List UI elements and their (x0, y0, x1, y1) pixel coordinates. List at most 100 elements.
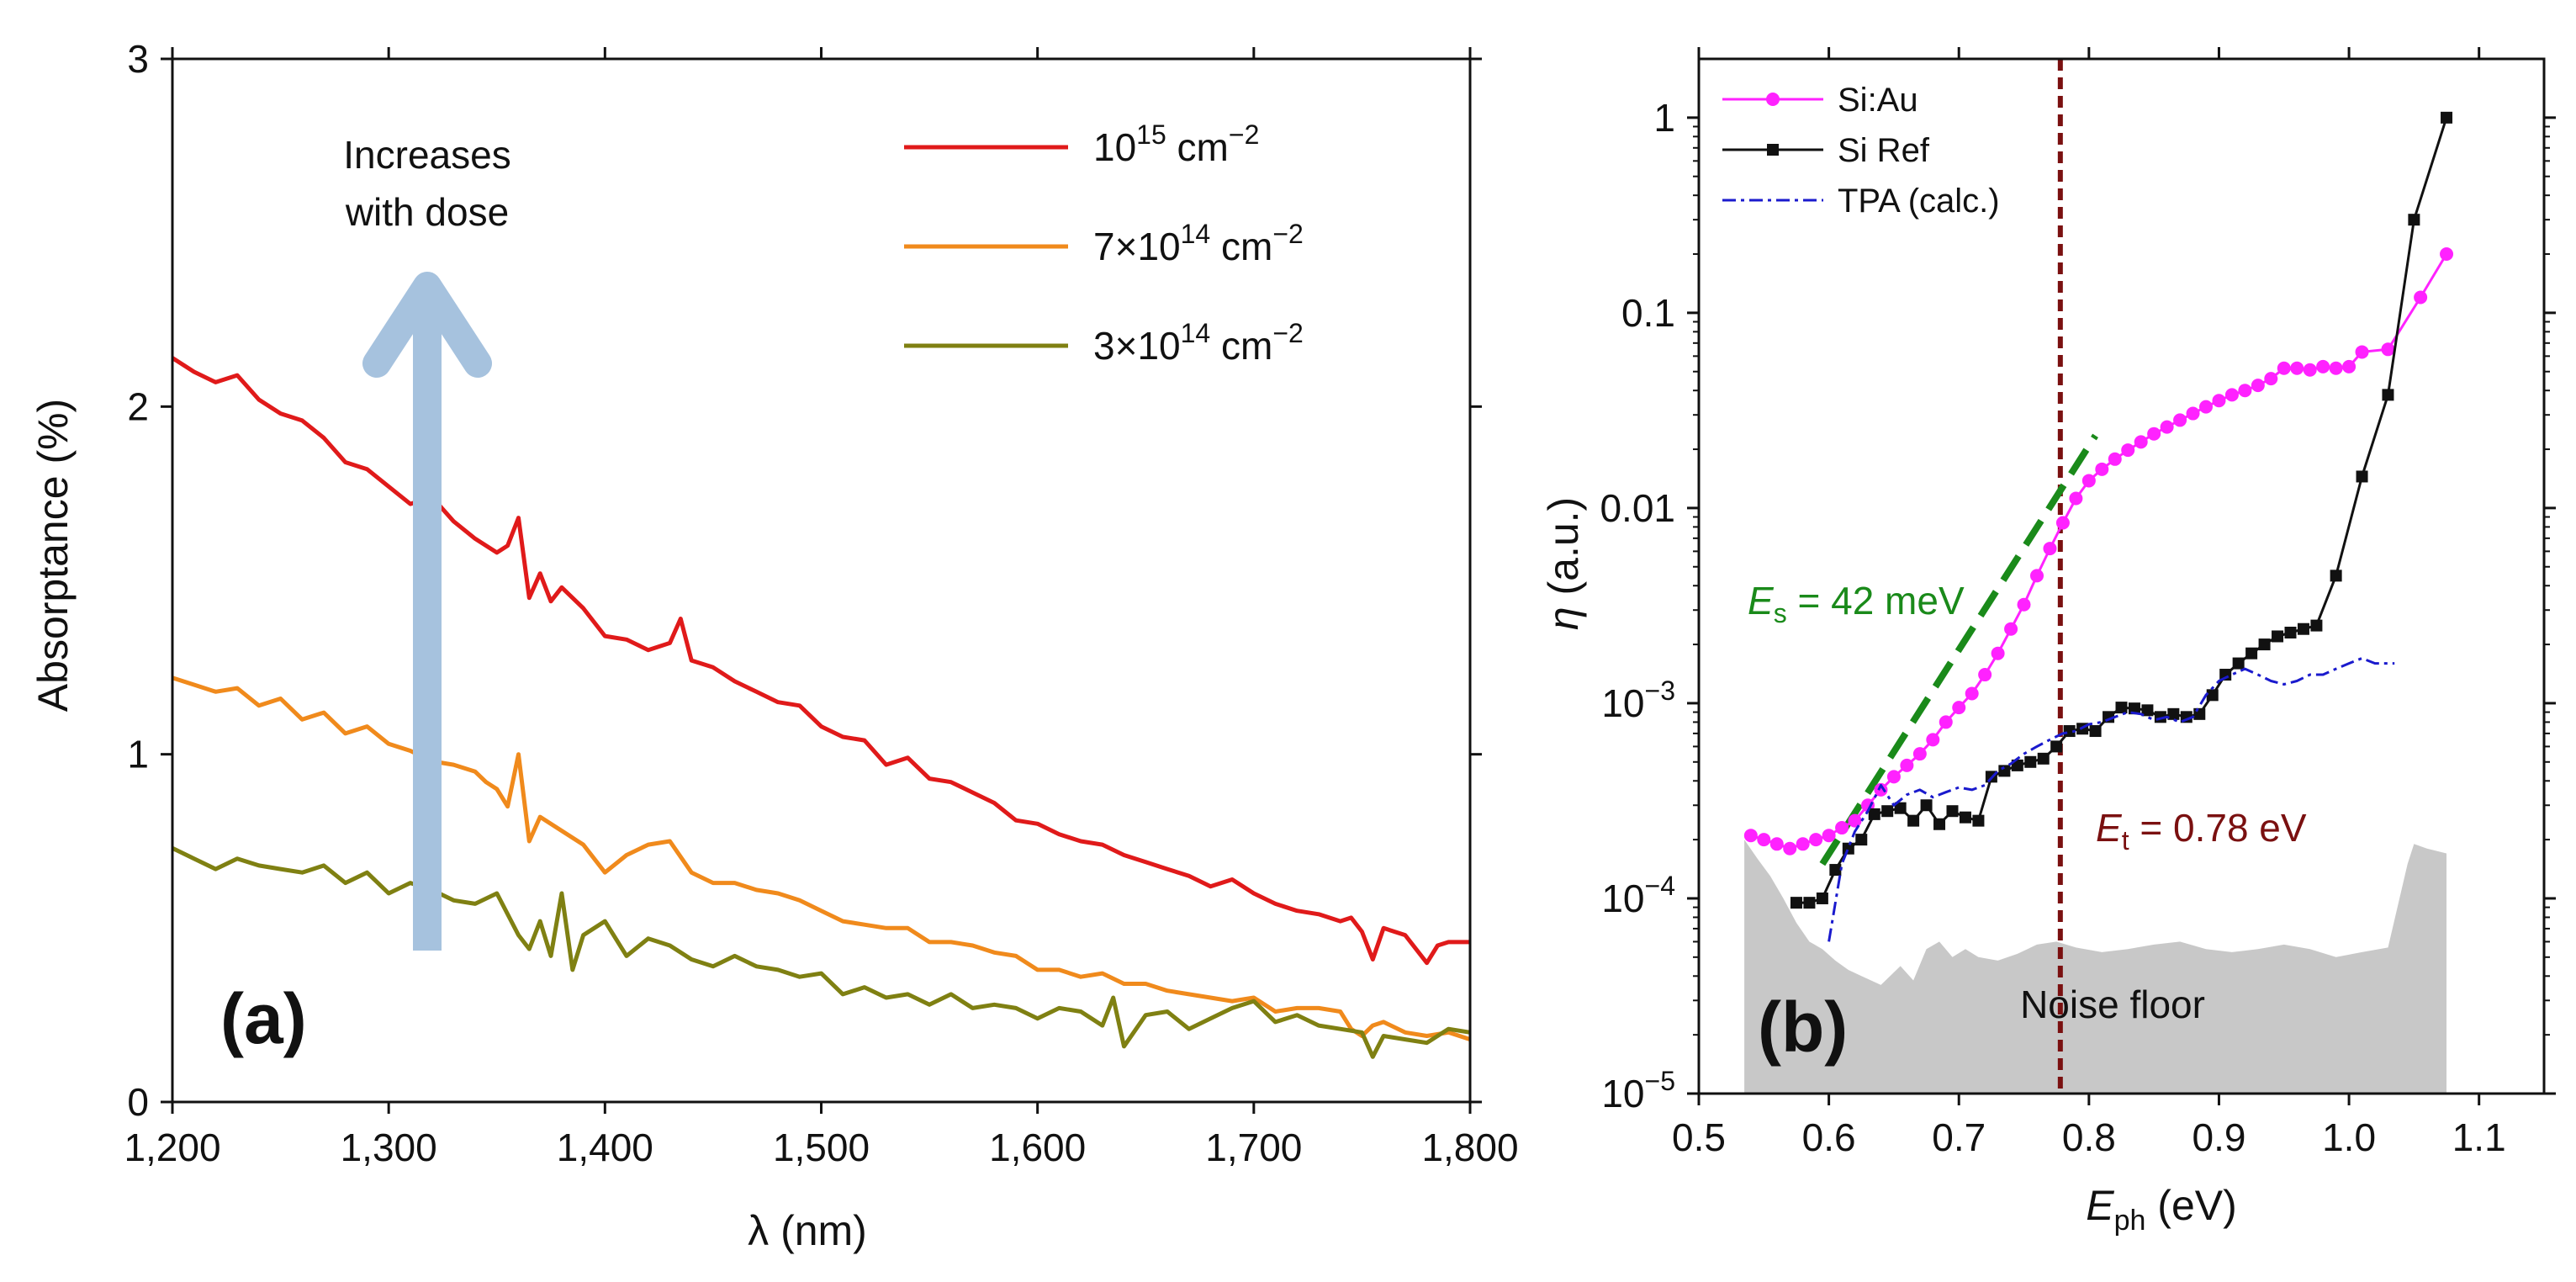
panel-a-label: (a) (220, 979, 307, 1058)
fit-annotation-sub: s (1774, 598, 1787, 628)
panel-b-legend-label-0: Si:Au (1838, 82, 1918, 119)
panel-b-x-tick-label: 1.0 (2322, 1115, 2376, 1159)
threshold-annotation-main: E (2096, 806, 2123, 850)
panel-a-legend-label-2: 3×1014 cm−2 (1093, 318, 1304, 368)
panel-b-y-tick-label: 1 (1653, 96, 1675, 140)
si-ref-point (1972, 814, 1985, 827)
panel-b-y-tick-label: 10−4 (1601, 871, 1675, 920)
dose-annotation-line2: with dose (345, 190, 509, 234)
si-ref-point (2050, 740, 2063, 753)
fit-annotation-main: E (1748, 579, 1775, 622)
si-au-point (2121, 443, 2135, 458)
si-au-point (1796, 837, 1810, 851)
si-au-point (2055, 516, 2070, 530)
legend-label-base: 10 (1093, 125, 1136, 169)
fit-annotation-rest: = 42 meV (1787, 579, 1965, 622)
panel-b-axes: 0.5 0.6 0.7 0.8 0.9 1.0 1.110−510−410−30.010.1… (1600, 47, 2556, 1159)
panel-a-x-tick-label: 1,200 (124, 1126, 220, 1169)
si-au-point (2414, 290, 2428, 305)
si-ref-point (2310, 619, 2323, 632)
si-au-point (1886, 770, 1901, 784)
si-au-point (1952, 701, 1966, 715)
panel-b-x-tick-label: 0.8 (2062, 1115, 2116, 1159)
si-ref-point (2408, 214, 2420, 226)
panel-b-legend-label-2: TPA (calc.) (1838, 183, 2000, 220)
si-au-point (2290, 361, 2304, 375)
panel-a-y-tick-label: 1 (127, 733, 149, 776)
si-au-point (2095, 462, 2109, 476)
si-ref-point (2089, 725, 2102, 738)
legend-label-unit: cm (1210, 225, 1272, 268)
si-ref-point (2441, 111, 2453, 124)
si-ref-point (2356, 470, 2368, 483)
panel-b-x-tick-label: 0.6 (1802, 1115, 1856, 1159)
si-ref-point (2284, 627, 2297, 639)
si-ref-point (1907, 814, 1920, 827)
panel-a-y-tick-label: 0 (127, 1080, 149, 1124)
si-au-point (1939, 715, 1953, 729)
panel-b-x-tick-label: 1.1 (2452, 1115, 2506, 1159)
panel-b: 0.5 0.6 0.7 0.8 0.9 1.0 1.110−510−410−30.010.1… (1540, 47, 2556, 1237)
y-tick-label-base: 1 (1653, 96, 1675, 140)
si-au-point (2251, 379, 2265, 393)
panel-b-series-line-2 (1828, 657, 2395, 942)
panel-a-x-tick-label: 1,400 (557, 1126, 653, 1169)
si-ref-point (2232, 657, 2245, 670)
si-au-point (1978, 668, 1992, 682)
panel-b-x-tick-label: 0.7 (1932, 1115, 1986, 1159)
panel-b-y-tick-label: 0.01 (1600, 486, 1675, 530)
y-tick-label-base: 0.01 (1600, 486, 1675, 530)
panel-b-series-line-1 (1796, 117, 2448, 904)
y-tick-label-exp: −4 (1645, 871, 1675, 901)
panel-b-y-axis-label-main: η (1540, 607, 1587, 630)
noise-floor-label: Noise floor (2020, 983, 2205, 1026)
si-ref-point (1842, 842, 1854, 855)
si-au-point (2081, 474, 2096, 488)
si-ref-point (1790, 897, 1802, 909)
panel-b-x-tick-label: 0.5 (1672, 1115, 1726, 1159)
si-ref-point (2272, 630, 2284, 643)
panel-a-x-tick-label: 1,300 (341, 1126, 437, 1169)
si-au-point (2212, 394, 2226, 408)
legend-label-unit-exp: −2 (1272, 219, 1303, 249)
noise-floor-group (1744, 840, 2446, 1094)
si-au-point (1769, 837, 1784, 851)
legend-label-base: 3×10 (1093, 324, 1181, 368)
si-ref-point (1868, 808, 1880, 820)
legend-label-base: 7×10 (1093, 225, 1181, 268)
threshold-annotation-rest: = 0.78 eV (2129, 806, 2307, 850)
threshold-annotation-sub: t (2122, 825, 2129, 856)
panel-b-y-axis-label-unit: (a.u.) (1540, 497, 1587, 607)
si-ref-point (2193, 707, 2206, 720)
si-ref-point (1959, 811, 1971, 824)
si-au-point (2277, 361, 2291, 375)
y-tick-label-exp: −5 (1645, 1066, 1675, 1096)
panel-b-legend-label-1: Si Ref (1838, 132, 1930, 169)
si-au-point (2342, 359, 2356, 373)
si-ref-point (1920, 799, 1933, 812)
si-ref-point (2115, 702, 2128, 714)
si-au-point (2329, 361, 2343, 375)
si-ref-point (1881, 805, 1894, 818)
panel-b-legend-marker-1 (1767, 144, 1779, 156)
panel-a-series-line-2 (171, 846, 1471, 1059)
si-ref-point (1816, 892, 1828, 904)
si-au-point (2355, 345, 2369, 359)
si-ref-point (1998, 765, 2011, 777)
panel-a-series-line-1 (172, 675, 1471, 1041)
si-au-point (1783, 841, 1797, 856)
dose-arrow (362, 272, 492, 951)
legend-label-exp: 15 (1136, 119, 1166, 150)
noise-floor-area (1744, 840, 2446, 1094)
panel-b-legend-marker-0 (1766, 93, 1780, 106)
si-ref-point (2128, 702, 2140, 715)
panel-a-y-tick-label: 2 (127, 384, 149, 428)
si-ref-point (1829, 864, 1842, 877)
legend-label-unit-exp: −2 (1272, 318, 1303, 348)
si-ref-point (1894, 802, 1907, 814)
threshold-annotation: Et = 0.78 eV (2096, 806, 2307, 856)
si-au-point (1743, 829, 1758, 843)
si-au-point (2224, 388, 2239, 402)
panel-a-legend: 1015 cm−27×1014 cm−23×1014 cm−2 (904, 119, 1304, 368)
panel-a-x-tick-label: 1,800 (1421, 1126, 1518, 1169)
